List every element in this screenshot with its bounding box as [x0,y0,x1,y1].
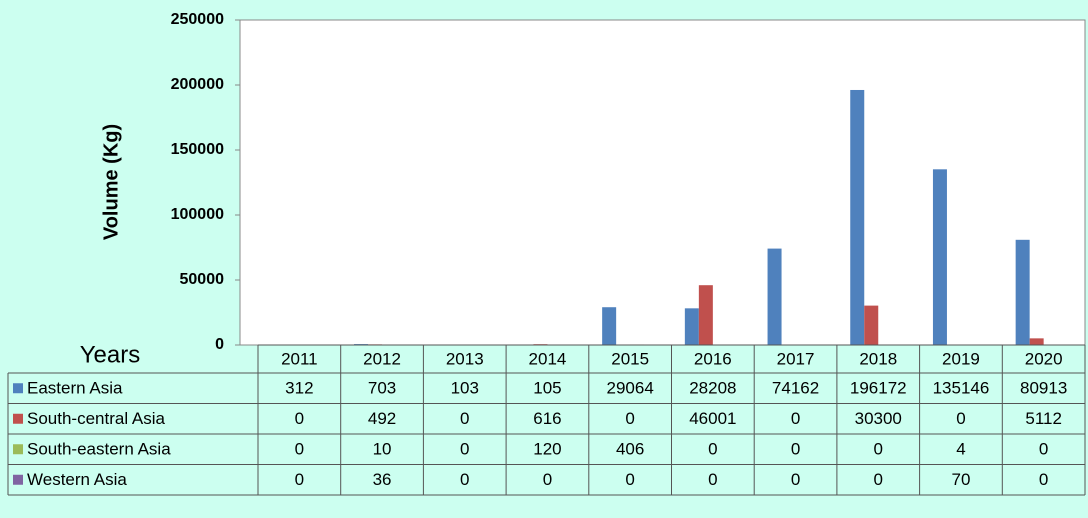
table-value: 135146 [933,379,990,398]
table-value: 120 [533,440,561,459]
table-value: 70 [951,470,970,489]
x-tick-label: 2013 [446,349,484,368]
table-value: 5112 [1025,409,1062,428]
table-value: 0 [874,470,883,489]
table-value: 0 [460,409,469,428]
y-tick-label: 150000 [171,141,224,158]
table-value: 703 [368,379,396,398]
legend-label: Western Asia [27,470,127,489]
table-value: 0 [295,409,304,428]
table-value: 0 [625,470,634,489]
bar [1029,338,1044,345]
table-value: 30300 [855,409,902,428]
x-tick-label: 2018 [859,349,897,368]
table-value: 103 [451,379,479,398]
table-value: 80913 [1020,379,1067,398]
y-tick-label: 50000 [180,271,225,288]
table-value: 616 [533,409,561,428]
y-tick-label: 100000 [171,206,224,223]
table-value: 0 [708,440,717,459]
table-value: 46001 [689,409,736,428]
y-tick-label: 200000 [171,76,224,93]
x-tick-label: 2016 [694,349,732,368]
legend-key [13,444,23,455]
table-value: 28208 [689,379,736,398]
table-value: 10 [373,440,392,459]
table-value: 29064 [607,379,654,398]
legend-key [13,474,23,485]
bar [1015,239,1030,345]
bar [932,169,947,345]
x-tick-label: 2020 [1025,349,1063,368]
table-value: 0 [791,440,800,459]
table-value: 406 [616,440,644,459]
legend-label: South-eastern Asia [27,440,171,459]
table-value: 0 [956,409,965,428]
bar [864,305,879,345]
bar [684,308,699,345]
y-tick-label: 0 [215,336,224,353]
x-tick-label: 2017 [777,349,815,368]
table-value: 105 [533,379,561,398]
table-value: 0 [295,470,304,489]
x-tick-label: 2012 [363,349,401,368]
table-value: 0 [543,470,552,489]
table-value: 0 [791,409,800,428]
table-value: 0 [460,470,469,489]
table-value: 0 [295,440,304,459]
y-axis-label: Volume (Kg) [100,124,122,240]
table-value: 0 [460,440,469,459]
x-axis-label: Years [80,341,141,368]
x-tick-label: 2015 [611,349,649,368]
table-value: 36 [373,470,392,489]
bar [850,89,865,345]
table-value: 0 [874,440,883,459]
bar [602,307,617,345]
x-tick-label: 2011 [281,349,318,368]
table-value: 312 [285,379,313,398]
plot-area [239,19,1086,346]
table-value: 0 [1039,440,1048,459]
legend-key [13,413,23,424]
bar [767,248,782,345]
legend-label: Eastern Asia [27,379,123,398]
x-tick-label: 2019 [942,349,980,368]
table-value: 74162 [772,379,819,398]
table-value: 0 [625,409,634,428]
bar [698,285,713,345]
table-value: 0 [1039,470,1048,489]
legend-label: South-central Asia [27,409,166,428]
y-tick-label: 250000 [171,11,224,28]
table-value: 196172 [850,379,907,398]
table-value: 4 [956,440,965,459]
table-value: 0 [791,470,800,489]
table-value: 0 [708,470,717,489]
table-value: 492 [368,409,396,428]
x-tick-label: 2014 [529,349,567,368]
legend-key [13,383,23,394]
